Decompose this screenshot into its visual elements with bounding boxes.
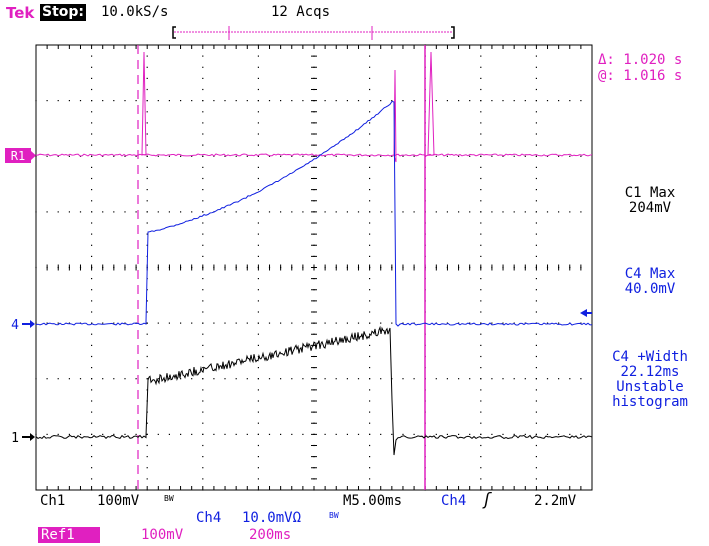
timebase-label[interactable]: M5.00ms xyxy=(343,493,403,509)
measurement-ch4-max[interactable]: C4 Max 40.0mV xyxy=(600,267,700,297)
measurement-value: 22.12ms xyxy=(620,364,680,380)
ch1-label[interactable]: Ch1 xyxy=(40,493,66,509)
ref1-label[interactable]: Ref1 xyxy=(38,527,100,543)
measurement-ch1-max[interactable]: C1 Max 204mV xyxy=(600,186,700,216)
ch1-scale[interactable]: 100mV xyxy=(97,493,140,509)
trigger-level-marker[interactable] xyxy=(580,309,592,317)
ref1-marker[interactable]: R1 xyxy=(5,148,36,163)
acquisition-count-label: 12 Acqs xyxy=(271,4,331,20)
svg-text:1: 1 xyxy=(11,431,19,446)
measurement-name: C1 Max xyxy=(624,185,676,201)
ref1-trace xyxy=(35,51,593,163)
cursor-position-readout: @: 1.016 s xyxy=(598,68,683,84)
ch1-marker[interactable]: 1 xyxy=(11,431,35,446)
ch4-trace xyxy=(35,100,593,327)
svg-text:R1: R1 xyxy=(11,149,25,163)
ch4-scale[interactable]: 10.0mVΩ xyxy=(242,510,302,526)
ch4-label[interactable]: Ch4 xyxy=(196,510,222,526)
measurement-name: C4 Max xyxy=(624,266,676,282)
cursor-delta-readout: Δ: 1.020 s xyxy=(598,52,683,68)
measurement-note: histogram xyxy=(612,394,688,410)
measurement-value: 204mV xyxy=(628,200,672,216)
svg-text:4: 4 xyxy=(11,318,19,333)
ch1-trace xyxy=(35,325,593,456)
measurement-ch4-width[interactable]: C4 +Width 22.12ms Unstable histogram xyxy=(600,350,700,410)
sample-rate-label: 10.0kS/s xyxy=(101,4,169,20)
run-state-label[interactable]: Stop: xyxy=(40,4,87,21)
ref1-timebase[interactable]: 200ms xyxy=(249,527,292,543)
trigger-level-label[interactable]: 2.2mV xyxy=(534,493,577,509)
ch4-marker[interactable]: 4 xyxy=(11,318,35,333)
trigger-position-bracket xyxy=(172,26,455,40)
trigger-slope-icon: ʃ xyxy=(482,490,493,510)
ch4-bandwidth-limit-icon: BW xyxy=(329,511,339,520)
measurement-value: 40.0mV xyxy=(624,281,676,297)
brand-label: Tek xyxy=(6,4,35,22)
measurement-note: Unstable xyxy=(616,379,684,395)
measurement-name: C4 +Width xyxy=(612,349,688,365)
graticule-grid xyxy=(35,44,582,491)
ch1-bandwidth-limit-icon: BW xyxy=(164,494,174,503)
ref1-scale[interactable]: 100mV xyxy=(141,527,184,543)
trigger-source-label[interactable]: Ch4 xyxy=(441,493,467,509)
